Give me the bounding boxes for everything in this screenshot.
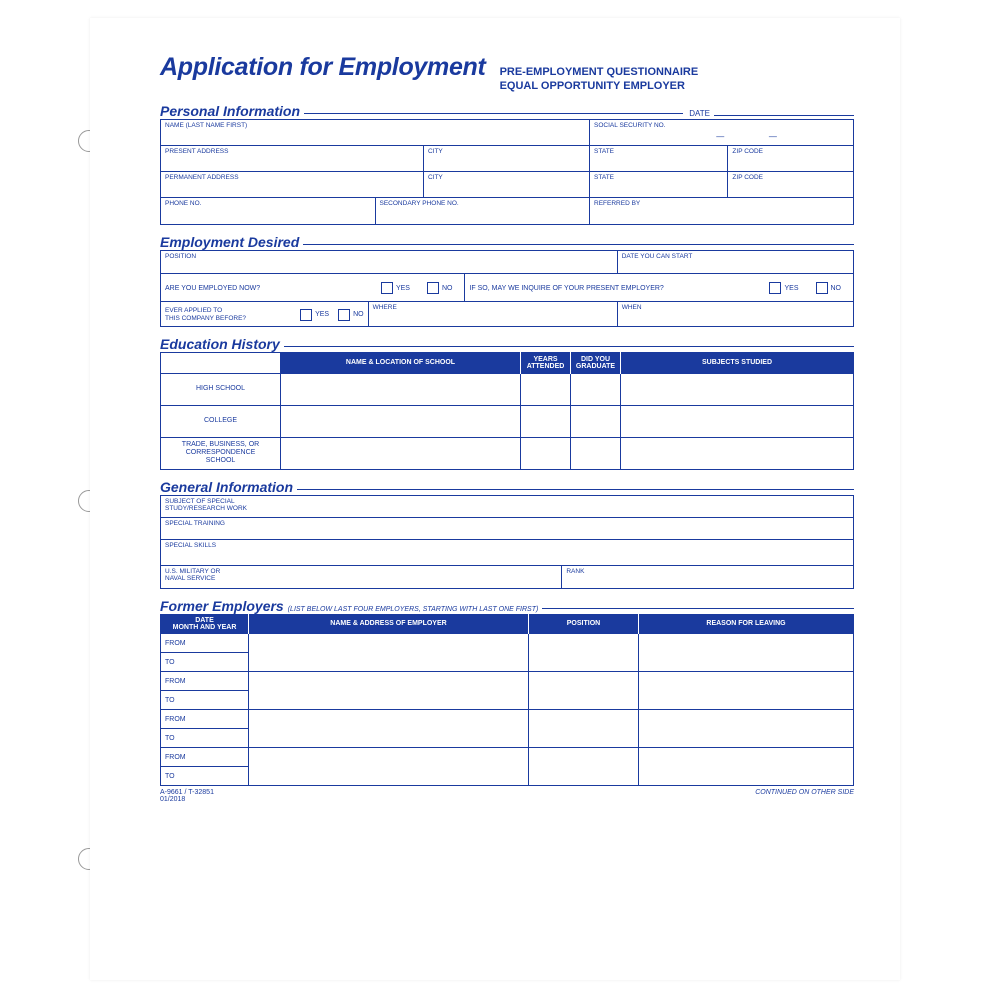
section-former-header: Former Employers (LIST BELOW LAST FOUR E…: [160, 598, 854, 614]
continued-note: CONTINUED ON OTHER SIDE: [755, 789, 854, 803]
present-address-field[interactable]: PRESENT ADDRESS: [161, 146, 424, 172]
form-footer: A-9661 / T-32851 01/2018 CONTINUED ON OT…: [160, 789, 854, 803]
section-employment-header: Employment Desired: [160, 234, 854, 250]
position-field[interactable]: [529, 634, 639, 672]
position-field[interactable]: [529, 710, 639, 748]
section-general-header: General Information: [160, 479, 854, 495]
employer-name-field[interactable]: [249, 634, 529, 672]
when-field[interactable]: WHEN: [618, 302, 853, 326]
employers-table: DATE MONTH AND YEAR NAME & ADDRESS OF EM…: [160, 614, 854, 787]
section-personal-header: Personal Information DATE: [160, 103, 854, 119]
form-subtitle: PRE-EMPLOYMENT QUESTIONNAIRE EQUAL OPPOR…: [500, 66, 699, 94]
employment-grid: POSITION DATE YOU CAN START ARE YOU EMPL…: [160, 250, 854, 327]
reason-field[interactable]: [639, 634, 854, 672]
city-field-2[interactable]: CITY: [424, 172, 590, 198]
employer-name-field[interactable]: [249, 672, 529, 710]
name-field[interactable]: NAME (LAST NAME FIRST): [161, 120, 590, 146]
referred-by-field[interactable]: REFERRED BY: [590, 198, 853, 224]
table-row: FROM: [161, 672, 854, 691]
table-row: FROM: [161, 748, 854, 767]
secondary-phone-field[interactable]: SECONDARY PHONE NO.: [376, 198, 591, 224]
employer-name-field[interactable]: [249, 710, 529, 748]
table-header-row: DATE MONTH AND YEAR NAME & ADDRESS OF EM…: [161, 614, 854, 634]
date-field[interactable]: DATE: [689, 109, 854, 118]
where-field[interactable]: WHERE: [369, 302, 618, 326]
yes-checkbox-3[interactable]: [300, 309, 312, 321]
table-row: COLLEGE: [161, 405, 854, 437]
form-title: Application for Employment: [160, 53, 486, 82]
zip-field-2[interactable]: ZIP CODE: [728, 172, 853, 198]
permanent-address-field[interactable]: PERMANENT ADDRESS: [161, 172, 424, 198]
no-checkbox-2[interactable]: [816, 282, 828, 294]
position-field[interactable]: POSITION: [161, 251, 618, 274]
reason-field[interactable]: [639, 710, 854, 748]
table-row: HIGH SCHOOL: [161, 373, 854, 405]
from-field[interactable]: FROM: [161, 634, 249, 653]
special-study-field[interactable]: SUBJECT OF SPECIAL STUDY/RESEARCH WORK: [161, 496, 853, 518]
form-number: A-9661 / T-32851 01/2018: [160, 789, 214, 803]
to-field[interactable]: TO: [161, 653, 249, 672]
from-field[interactable]: FROM: [161, 748, 249, 767]
section-education-header: Education History: [160, 336, 854, 352]
to-field[interactable]: TO: [161, 691, 249, 710]
to-field[interactable]: TO: [161, 767, 249, 786]
yes-checkbox[interactable]: [381, 282, 393, 294]
city-field[interactable]: CITY: [424, 146, 590, 172]
military-field[interactable]: U.S. MILITARY OR NAVAL SERVICE: [161, 566, 562, 588]
ssn-field[interactable]: SOCIAL SECURITY NO. — —: [590, 120, 853, 146]
table-row: FROM: [161, 710, 854, 729]
form-page: Application for Employment PRE-EMPLOYMEN…: [90, 18, 900, 980]
start-date-field[interactable]: DATE YOU CAN START: [618, 251, 853, 274]
special-skills-field[interactable]: SPECIAL SKILLS: [161, 540, 853, 566]
form-header: Application for Employment PRE-EMPLOYMEN…: [160, 53, 854, 94]
table-row: FROM: [161, 634, 854, 653]
applied-before-field: EVER APPLIED TO THIS COMPANY BEFORE? YES…: [161, 302, 369, 326]
phone-field[interactable]: PHONE NO.: [161, 198, 376, 224]
to-field[interactable]: TO: [161, 729, 249, 748]
table-header-row: NAME & LOCATION OF SCHOOL YEARS ATTENDED…: [161, 352, 854, 373]
inquire-field: IF SO, MAY WE INQUIRE OF YOUR PRESENT EM…: [465, 274, 853, 302]
school-name-field[interactable]: [281, 373, 521, 405]
no-checkbox-3[interactable]: [338, 309, 350, 321]
reason-field[interactable]: [639, 748, 854, 786]
special-training-field[interactable]: SPECIAL TRAINING: [161, 518, 853, 540]
personal-grid: NAME (LAST NAME FIRST) SOCIAL SECURITY N…: [160, 119, 854, 225]
from-field[interactable]: FROM: [161, 710, 249, 729]
table-row: TRADE, BUSINESS, OR CORRESPONDENCE SCHOO…: [161, 437, 854, 469]
state-field-2[interactable]: STATE: [590, 172, 728, 198]
employer-name-field[interactable]: [249, 748, 529, 786]
zip-field[interactable]: ZIP CODE: [728, 146, 853, 172]
position-field[interactable]: [529, 672, 639, 710]
employed-now-field: ARE YOU EMPLOYED NOW? YES NO: [161, 274, 465, 302]
reason-field[interactable]: [639, 672, 854, 710]
general-grid: SUBJECT OF SPECIAL STUDY/RESEARCH WORK S…: [160, 495, 854, 589]
yes-checkbox-2[interactable]: [769, 282, 781, 294]
rank-field[interactable]: RANK: [562, 566, 853, 588]
no-checkbox[interactable]: [427, 282, 439, 294]
position-field[interactable]: [529, 748, 639, 786]
from-field[interactable]: FROM: [161, 672, 249, 691]
state-field[interactable]: STATE: [590, 146, 728, 172]
education-table: NAME & LOCATION OF SCHOOL YEARS ATTENDED…: [160, 352, 854, 470]
